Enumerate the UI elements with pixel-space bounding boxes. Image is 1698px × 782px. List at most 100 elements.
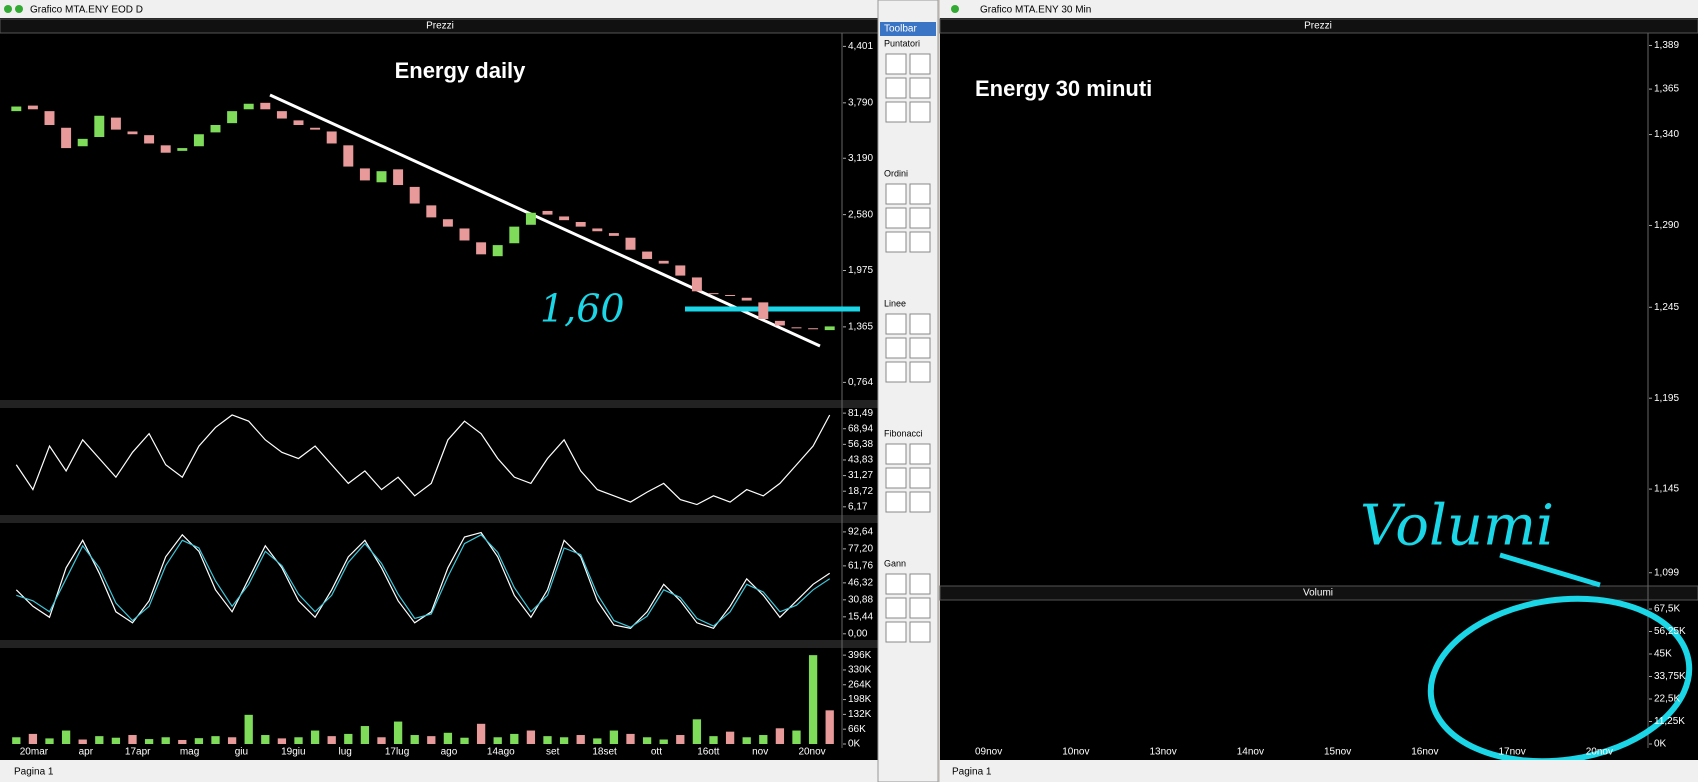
tool-button[interactable] (885, 53, 907, 75)
tool-button[interactable] (909, 53, 931, 75)
volume-bar (211, 736, 220, 744)
candle (492, 245, 503, 257)
tool-button[interactable] (885, 597, 907, 619)
candle (409, 186, 420, 204)
candle (310, 127, 321, 130)
y-tick-label: 264K (848, 679, 872, 690)
volume-bar (792, 730, 801, 744)
panel-header (939, 18, 1698, 34)
x-tick-label: ago (441, 747, 458, 758)
candle (691, 277, 702, 292)
volume-bar (45, 738, 54, 744)
volume-bar (493, 737, 502, 744)
candle (808, 328, 819, 330)
y-tick-label: 68,94 (848, 423, 873, 434)
tool-button[interactable] (909, 231, 931, 253)
volume-bar (327, 736, 336, 744)
tool-button[interactable] (909, 573, 931, 595)
drawn-arrow (1499, 552, 1601, 588)
tool-button[interactable] (885, 491, 907, 513)
tool-button[interactable] (909, 313, 931, 335)
tab[interactable]: Pagina 1 (14, 767, 54, 778)
y-tick-label: 0K (1654, 739, 1667, 750)
tool-button[interactable] (909, 621, 931, 643)
tool-button[interactable] (909, 337, 931, 359)
volume-bar (642, 737, 652, 744)
candle (11, 106, 22, 112)
candle (642, 251, 653, 259)
candle (359, 168, 370, 181)
x-tick-label: nov (752, 747, 768, 758)
y-tick-label: 77,20 (848, 544, 873, 555)
tool-button[interactable] (909, 597, 931, 619)
candle (708, 293, 719, 295)
handwriting: 1,60 (540, 287, 625, 331)
toolbar-header (880, 22, 936, 36)
x-tick-label: 13nov (1150, 747, 1177, 758)
candle (44, 111, 55, 125)
y-tick-label: 330K (848, 665, 872, 676)
y-tick-label: 18,72 (848, 486, 873, 497)
tool-button[interactable] (885, 361, 907, 383)
candle (160, 145, 171, 153)
tool-button[interactable] (909, 467, 931, 489)
tab-bar (0, 760, 878, 782)
tab[interactable]: Pagina 1 (952, 767, 992, 778)
tool-button[interactable] (885, 77, 907, 99)
x-tick-label: ott (651, 747, 662, 758)
indicator-line (15, 531, 831, 630)
volume-bar (377, 737, 386, 744)
tool-button[interactable] (909, 491, 931, 513)
title-bar (0, 0, 878, 18)
x-tick-label: 16ott (697, 747, 719, 758)
y-tick-label: 30,88 (848, 594, 873, 605)
candle (276, 111, 287, 119)
candle (476, 242, 487, 255)
volume-bar (742, 737, 751, 744)
handwriting: Volumi (1360, 494, 1554, 559)
volume-bar (543, 736, 552, 744)
volume-bar (476, 723, 486, 744)
candle (177, 148, 188, 151)
candle (326, 131, 337, 144)
tool-button[interactable] (909, 183, 931, 205)
y-tick-label: 31,27 (848, 470, 873, 481)
tool-button[interactable] (909, 101, 931, 123)
volume-bar (775, 728, 785, 744)
tool-button[interactable] (885, 231, 907, 253)
window-title: Grafico MTA.ENY EOD D (30, 5, 143, 16)
tool-button[interactable] (885, 337, 907, 359)
volume-bar (194, 738, 204, 744)
tool-button[interactable] (909, 361, 931, 383)
volume-bar (144, 739, 154, 744)
tool-button[interactable] (909, 443, 931, 465)
y-tick-label: 46,32 (848, 577, 873, 588)
tool-button[interactable] (885, 183, 907, 205)
tool-button[interactable] (909, 207, 931, 229)
x-tick-label: set (546, 747, 560, 758)
y-tick-label: 92,64 (848, 527, 873, 538)
y-tick-label: 3,790 (848, 97, 873, 108)
tool-button[interactable] (885, 207, 907, 229)
drawn-circle (1427, 595, 1693, 765)
tool-button[interactable] (885, 443, 907, 465)
tool-button[interactable] (909, 77, 931, 99)
y-tick-label: 56,25K (1654, 626, 1686, 637)
x-tick-label: lug (339, 747, 352, 758)
volume-bar (759, 735, 768, 744)
x-tick-label: 17lug (385, 747, 409, 758)
tool-button[interactable] (885, 621, 907, 643)
tool-button[interactable] (885, 101, 907, 123)
volume-bar (659, 739, 668, 744)
volume-bar (676, 735, 685, 744)
y-tick-label: 1,975 (848, 265, 873, 276)
volume-bar (277, 738, 287, 744)
toolbar-section: Puntatori (884, 38, 920, 48)
tool-button[interactable] (885, 467, 907, 489)
y-tick-label: 0K (848, 739, 861, 750)
candle (725, 294, 736, 296)
tool-button[interactable] (885, 573, 907, 595)
tool-button[interactable] (885, 313, 907, 335)
y-tick-label: 0,00 (848, 628, 868, 639)
